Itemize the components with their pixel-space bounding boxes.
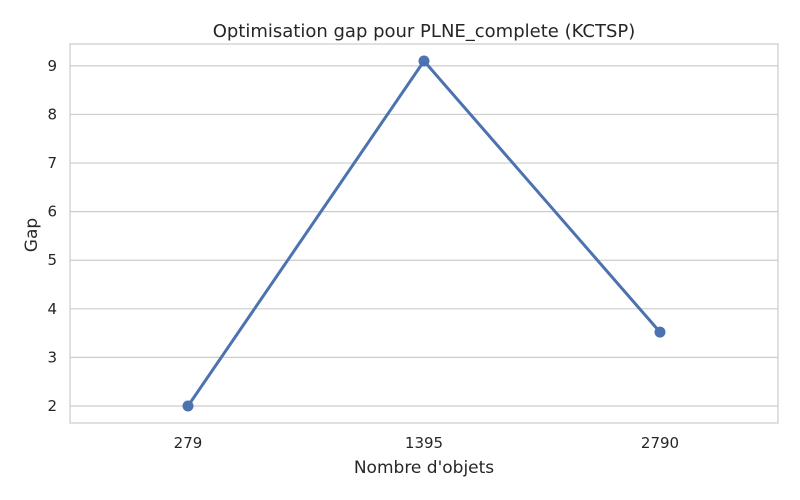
y-tick-label: 2 <box>47 397 57 415</box>
series-group <box>182 55 666 412</box>
chart-title: Optimisation gap pour PLNE_complete (KCT… <box>213 21 636 42</box>
series-line <box>186 59 662 408</box>
x-tick-label: 2790 <box>641 434 679 452</box>
y-axis-label: Gap <box>22 218 42 252</box>
y-tick-label: 7 <box>47 154 57 172</box>
data-point <box>418 55 430 67</box>
plot-frame <box>69 43 779 424</box>
y-tick-label: 5 <box>47 251 57 269</box>
data-point <box>654 326 666 338</box>
y-tick-label: 9 <box>47 57 57 75</box>
y-gridlines <box>70 65 778 407</box>
y-tick-label: 4 <box>47 300 57 318</box>
x-tick-label: 1395 <box>405 434 443 452</box>
y-tick-labels: 2 3 4 5 6 7 8 9 <box>47 57 57 415</box>
x-tick-label: 279 <box>174 434 203 452</box>
y-tick-label: 8 <box>47 105 57 123</box>
x-tick-labels: 279 1395 2790 <box>174 434 679 452</box>
y-tick-label: 3 <box>47 348 57 366</box>
y-tick-label: 6 <box>47 203 57 221</box>
data-point <box>182 400 194 412</box>
x-axis-label: Nombre d'objets <box>354 458 494 478</box>
